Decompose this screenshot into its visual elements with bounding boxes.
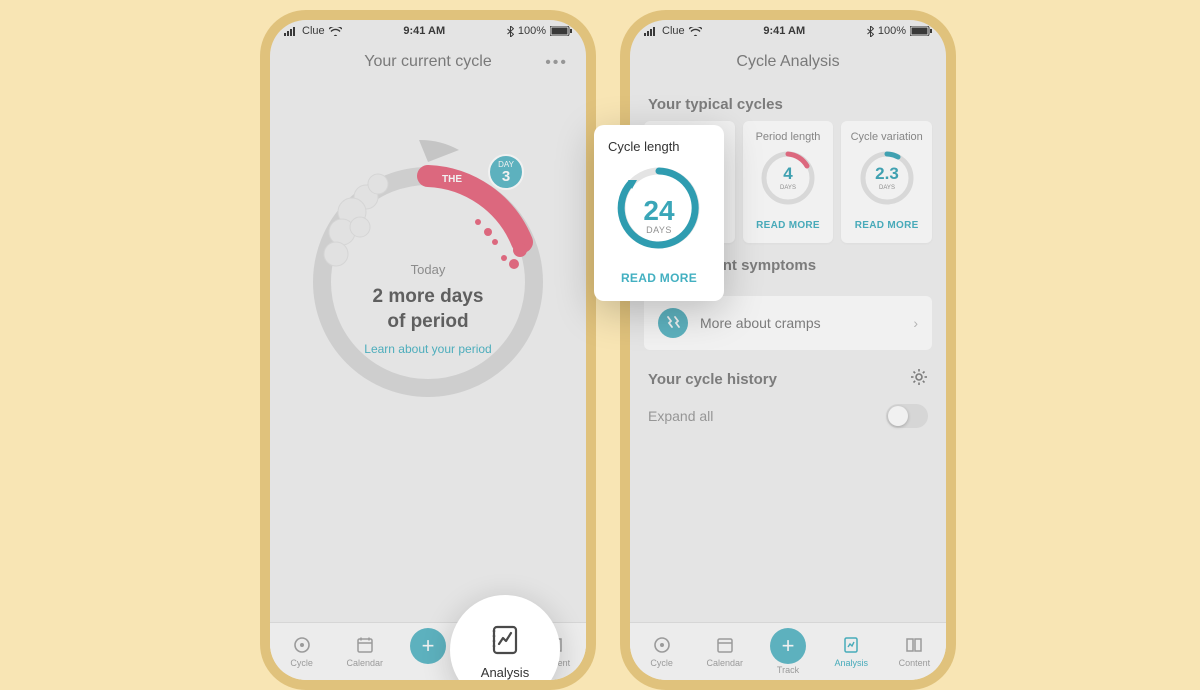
card-period-length[interactable]: Period length 4 DAYS READ MORE bbox=[743, 121, 834, 243]
card-title: Cycle length bbox=[604, 139, 714, 154]
tab-calendar[interactable]: Calendar bbox=[693, 635, 756, 668]
screen-left: Clue 9:41 AM 100% Your current cycle ••• bbox=[270, 20, 586, 680]
read-more-link[interactable]: READ MORE bbox=[749, 220, 828, 231]
bluetooth-icon bbox=[507, 26, 514, 37]
status-bar: Clue 9:41 AM 100% bbox=[630, 20, 946, 42]
status-bar: Clue 9:41 AM 100% bbox=[270, 20, 586, 42]
section-history: Your cycle history bbox=[630, 350, 946, 396]
header-title: Cycle Analysis bbox=[736, 53, 839, 71]
cycle-ring-area[interactable]: THE DAY 3 Today 2 more days of period Le… bbox=[270, 82, 586, 422]
tab-track[interactable]: + Track bbox=[756, 628, 819, 675]
card-cycle-variation[interactable]: Cycle variation 2.3 DAYS READ MORE bbox=[841, 121, 932, 243]
svg-text:DAYS: DAYS bbox=[879, 185, 895, 191]
day-badge-num: 3 bbox=[502, 169, 510, 184]
card-title: Cycle variation bbox=[847, 131, 926, 143]
header-left: Your current cycle ••• bbox=[270, 42, 586, 82]
cycle-icon bbox=[292, 635, 312, 655]
svg-text:4: 4 bbox=[783, 164, 793, 183]
cycle-main-line2: of period bbox=[328, 310, 528, 335]
day-badge[interactable]: DAY 3 bbox=[488, 154, 524, 190]
analysis-callout[interactable]: Analysis bbox=[450, 595, 560, 680]
tab-label: Calendar bbox=[707, 658, 744, 668]
cycle-length-float-card[interactable]: Cycle length 24 DAYS READ MORE bbox=[594, 125, 724, 301]
tab-label: Content bbox=[899, 658, 931, 668]
tab-calendar[interactable]: Calendar bbox=[333, 635, 396, 668]
wifi-icon bbox=[689, 27, 702, 36]
calendar-icon bbox=[715, 635, 735, 655]
screen-right: Clue 9:41 AM 100% Cycle Analysis Your ty… bbox=[630, 20, 946, 680]
plus-icon: + bbox=[770, 628, 806, 664]
symptom-cramps-row[interactable]: More about cramps › bbox=[644, 296, 932, 350]
more-icon[interactable]: ••• bbox=[545, 54, 568, 72]
cycle-center-text: Today 2 more days of period Learn about … bbox=[328, 262, 528, 356]
learn-link[interactable]: Learn about your period bbox=[328, 342, 528, 356]
read-more-link[interactable]: READ MORE bbox=[604, 271, 714, 285]
signal-icon bbox=[284, 27, 298, 36]
cramps-icon bbox=[658, 308, 688, 338]
section-typical-cycles: Your typical cycles bbox=[630, 82, 946, 121]
content-icon bbox=[904, 635, 924, 655]
stat-ring: 4 DAYS bbox=[759, 149, 817, 207]
carrier-label: Clue bbox=[662, 25, 685, 37]
wifi-icon bbox=[329, 27, 342, 36]
svg-text:THE: THE bbox=[442, 174, 462, 185]
phone-left: Clue 9:41 AM 100% Your current cycle ••• bbox=[260, 10, 596, 690]
analysis-callout-label: Analysis bbox=[481, 665, 529, 680]
carrier-label: Clue bbox=[302, 25, 325, 37]
tab-content[interactable]: Content bbox=[883, 635, 946, 668]
tab-analysis[interactable]: Analysis bbox=[820, 635, 883, 668]
stat-unit: DAYS bbox=[604, 225, 714, 235]
tab-label: Cycle bbox=[290, 658, 313, 668]
status-time: 9:41 AM bbox=[403, 25, 445, 37]
section-history-label: Your cycle history bbox=[648, 371, 777, 388]
cycle-main-line1: 2 more days bbox=[328, 285, 528, 310]
tab-cycle[interactable]: Cycle bbox=[630, 635, 693, 668]
bluetooth-icon bbox=[867, 26, 874, 37]
plus-icon: + bbox=[410, 628, 446, 664]
svg-text:2.3: 2.3 bbox=[875, 164, 899, 183]
phone-right: Clue 9:41 AM 100% Cycle Analysis Your ty… bbox=[620, 10, 956, 690]
battery-icon bbox=[910, 26, 932, 36]
tab-label: Cycle bbox=[650, 658, 673, 668]
tabbar: Cycle Calendar + Track Analysis Content bbox=[630, 622, 946, 680]
today-label: Today bbox=[328, 262, 528, 277]
tab-label: Track bbox=[777, 665, 799, 675]
analysis-callout-icon bbox=[486, 621, 524, 659]
symptom-label: More about cramps bbox=[700, 315, 821, 331]
battery-pct: 100% bbox=[878, 25, 906, 37]
status-time: 9:41 AM bbox=[763, 25, 805, 37]
stat-ring: 2.3 DAYS bbox=[858, 149, 916, 207]
expand-all-toggle[interactable] bbox=[886, 404, 928, 428]
expand-all-label: Expand all bbox=[648, 408, 713, 424]
analysis-icon bbox=[841, 635, 861, 655]
tab-label: Calendar bbox=[347, 658, 384, 668]
cycle-icon bbox=[652, 635, 672, 655]
card-title: Period length bbox=[749, 131, 828, 143]
battery-icon bbox=[550, 26, 572, 36]
tab-label: Analysis bbox=[834, 658, 868, 668]
read-more-link[interactable]: READ MORE bbox=[847, 220, 926, 231]
battery-pct: 100% bbox=[518, 25, 546, 37]
expand-all-row: Expand all bbox=[630, 396, 946, 442]
signal-icon bbox=[644, 27, 658, 36]
svg-text:DAYS: DAYS bbox=[780, 185, 796, 191]
header-right: Cycle Analysis bbox=[630, 42, 946, 82]
calendar-icon bbox=[355, 635, 375, 655]
header-title: Your current cycle bbox=[364, 53, 491, 71]
gear-icon[interactable] bbox=[910, 368, 928, 390]
chevron-right-icon: › bbox=[913, 315, 918, 331]
stat-value: 24 bbox=[604, 197, 714, 225]
tab-cycle[interactable]: Cycle bbox=[270, 635, 333, 668]
